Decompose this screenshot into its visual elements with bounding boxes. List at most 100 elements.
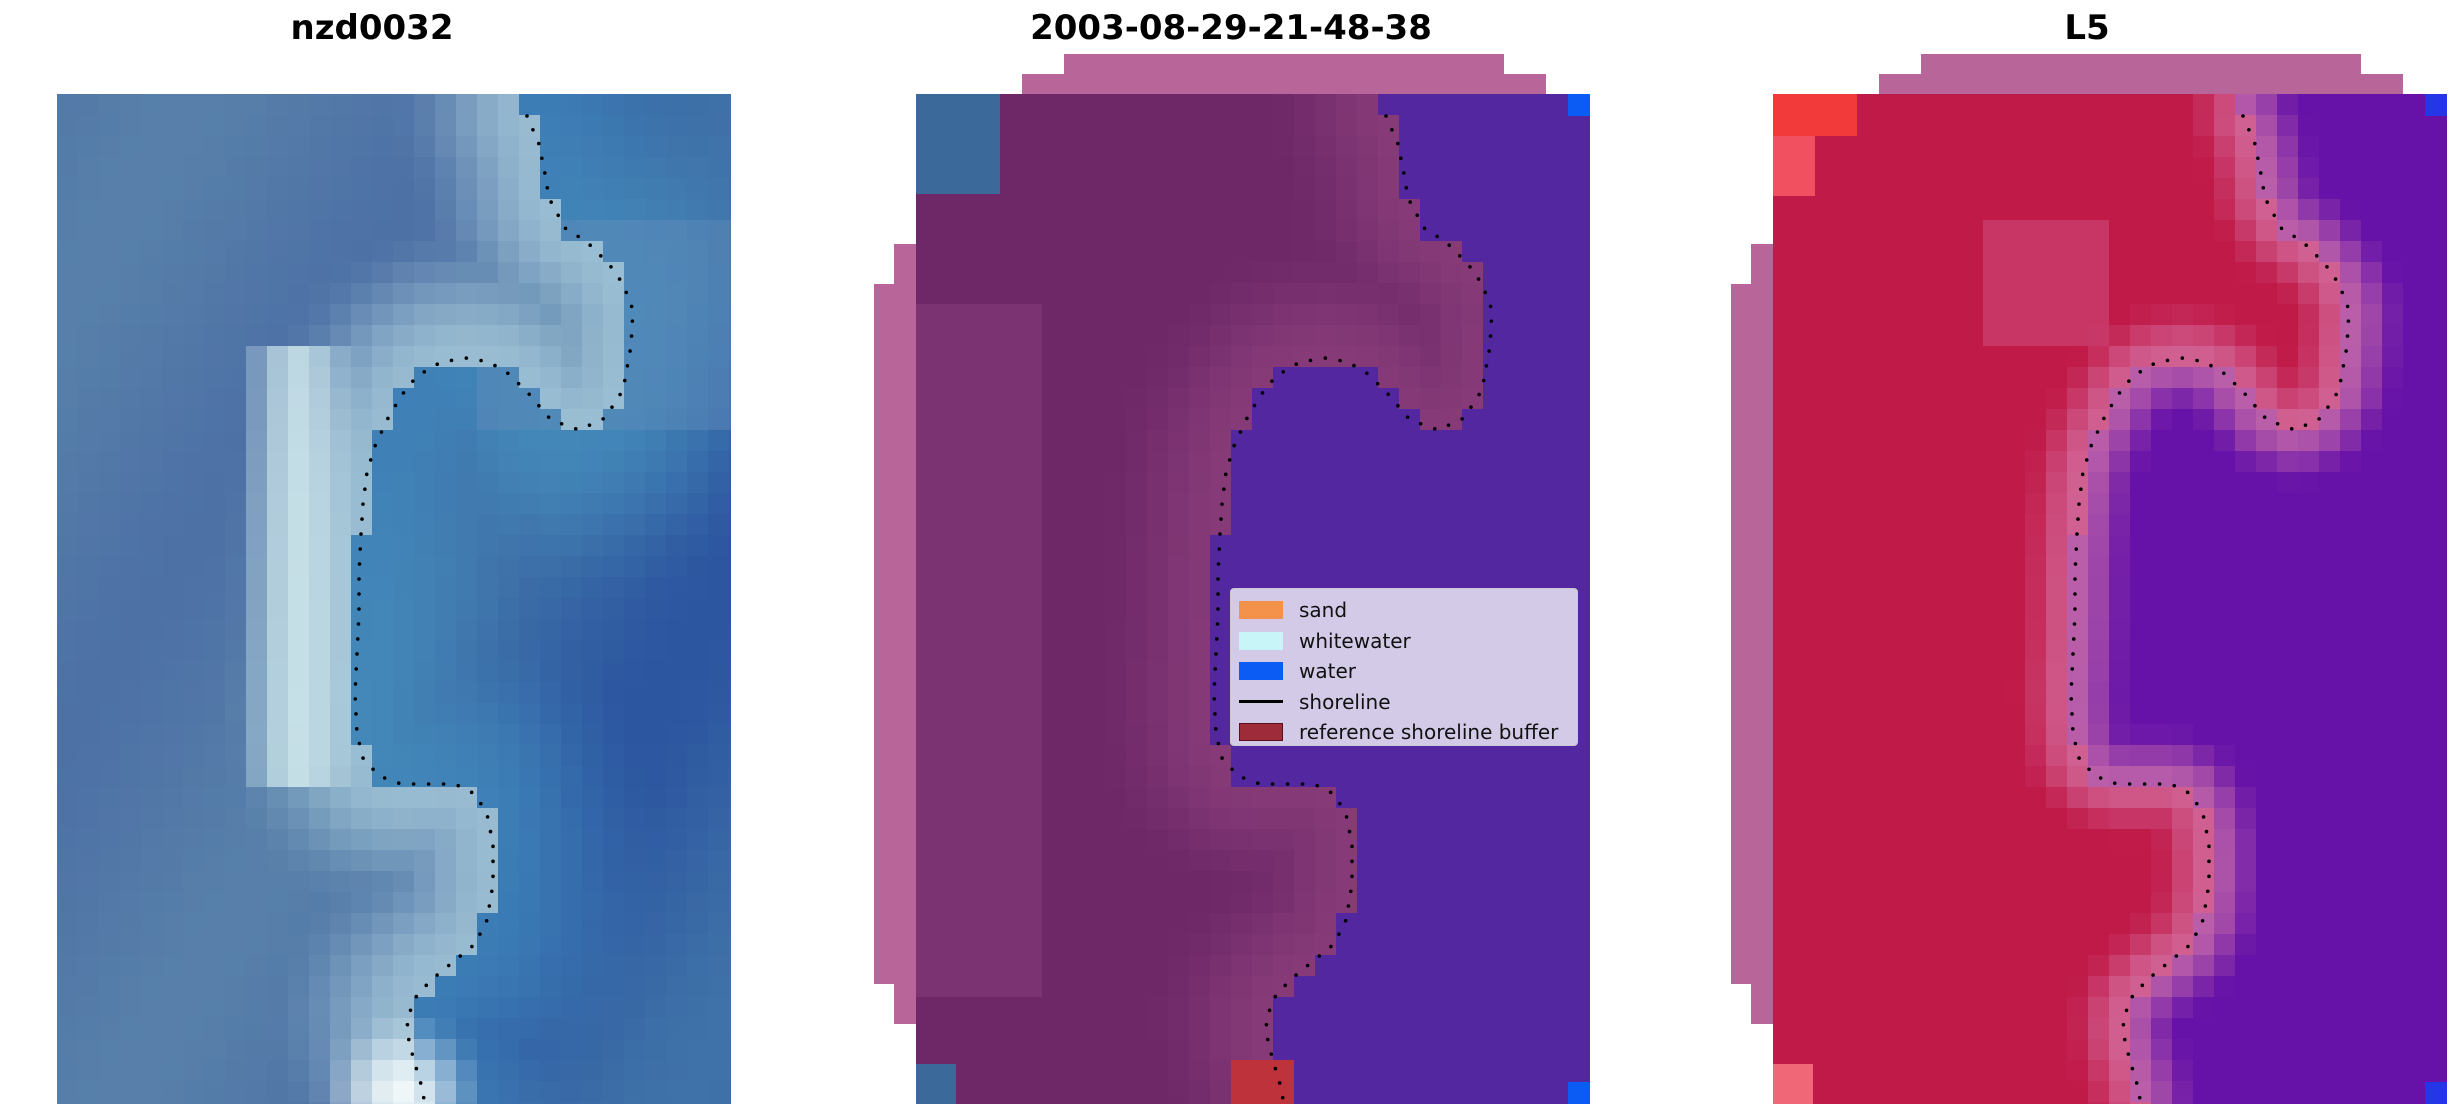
rgb-pixel bbox=[162, 388, 183, 409]
index-pixel bbox=[2235, 241, 2256, 262]
rgb-pixel bbox=[204, 787, 225, 808]
rgb-pixel bbox=[456, 388, 477, 409]
index-pixel bbox=[1962, 1060, 1983, 1081]
class-pixel bbox=[1336, 535, 1357, 556]
index-pixel bbox=[1983, 808, 2004, 829]
class-pixel bbox=[1399, 325, 1420, 346]
class-pixel bbox=[1336, 199, 1357, 220]
index-pixel bbox=[1857, 493, 1878, 514]
rgb-pixel bbox=[330, 871, 351, 892]
index-pixel bbox=[2130, 346, 2151, 367]
rgb-pixel bbox=[498, 976, 519, 997]
index-pixel bbox=[1941, 367, 1962, 388]
shoreline-dot bbox=[1267, 1008, 1272, 1013]
index-pixel bbox=[2172, 598, 2193, 619]
rgb-pixel bbox=[393, 451, 414, 472]
index-pixel bbox=[1962, 619, 1983, 640]
rgb-pixel bbox=[183, 829, 204, 850]
class-pixel bbox=[1252, 892, 1273, 913]
index-pixel bbox=[2298, 283, 2319, 304]
rgb-pixel bbox=[372, 157, 393, 178]
index-pixel bbox=[2319, 535, 2340, 556]
rgb-pixel bbox=[687, 304, 708, 325]
index-pixel bbox=[1962, 136, 1983, 157]
class-pixel bbox=[1147, 325, 1168, 346]
index-pixel bbox=[2193, 577, 2214, 598]
index-pixel bbox=[1857, 535, 1878, 556]
class-pixel bbox=[1378, 787, 1399, 808]
class-pixel bbox=[1378, 1018, 1399, 1039]
class-pixel bbox=[1000, 178, 1021, 199]
rgb-pixel bbox=[141, 682, 162, 703]
index-pixel bbox=[2277, 661, 2298, 682]
index-pixel bbox=[2046, 997, 2067, 1018]
class-pixel bbox=[1231, 1081, 1252, 1102]
class-pixel bbox=[1252, 745, 1273, 766]
index-pixel bbox=[2088, 787, 2109, 808]
class-pixel bbox=[1042, 514, 1063, 535]
class-pixel bbox=[1315, 913, 1336, 934]
index-pixel bbox=[2235, 367, 2256, 388]
class-pixel bbox=[1504, 388, 1525, 409]
rgb-pixel bbox=[141, 787, 162, 808]
class-pixel bbox=[1021, 514, 1042, 535]
rgb-pixel bbox=[561, 178, 582, 199]
index-pixel bbox=[2130, 178, 2151, 199]
index-pixel bbox=[2424, 493, 2445, 514]
class-pixel bbox=[937, 1039, 958, 1060]
shoreline-dot bbox=[426, 782, 431, 786]
class-pixel bbox=[1336, 136, 1357, 157]
index-pixel bbox=[2130, 199, 2151, 220]
index-pixel bbox=[2067, 199, 2088, 220]
class-pixel bbox=[1105, 1039, 1126, 1060]
rgb-pixel bbox=[708, 871, 729, 892]
index-pixel bbox=[2277, 157, 2298, 178]
rgb-pixel bbox=[582, 493, 603, 514]
rgb-pixel bbox=[120, 829, 141, 850]
class-pixel bbox=[1231, 745, 1252, 766]
rgb-pixel bbox=[708, 241, 729, 262]
rgb-pixel bbox=[78, 661, 99, 682]
class-pixel bbox=[1147, 661, 1168, 682]
index-pixel bbox=[2361, 682, 2382, 703]
index-pixel bbox=[2445, 367, 2447, 388]
index-pixel bbox=[2046, 304, 2067, 325]
rgb-pixel bbox=[141, 745, 162, 766]
shoreline-dot bbox=[1401, 171, 1406, 175]
class-pixel bbox=[1084, 913, 1105, 934]
index-pixel bbox=[2004, 703, 2025, 724]
class-pixel bbox=[1588, 346, 1590, 367]
rgb-pixel bbox=[708, 850, 729, 871]
rgb-pixel bbox=[57, 367, 78, 388]
rgb-pixel bbox=[561, 829, 582, 850]
rgb-pixel bbox=[162, 1081, 183, 1102]
index-pixel bbox=[1773, 913, 1794, 934]
class-pixel bbox=[1252, 199, 1273, 220]
shoreline-dot bbox=[556, 213, 561, 218]
rgb-pixel bbox=[309, 388, 330, 409]
rgb-pixel bbox=[561, 388, 582, 409]
index-pixel bbox=[1920, 136, 1941, 157]
index-pixel bbox=[2109, 766, 2130, 787]
rgb-pixel bbox=[99, 577, 120, 598]
rgb-pixel bbox=[603, 325, 624, 346]
rgb-pixel bbox=[687, 115, 708, 136]
class-pixel bbox=[1189, 409, 1210, 430]
index-pixel bbox=[2424, 913, 2445, 934]
class-pixel bbox=[1294, 766, 1315, 787]
rgb-pixel bbox=[288, 283, 309, 304]
index-pixel bbox=[1836, 619, 1857, 640]
rgb-pixel bbox=[267, 283, 288, 304]
rgb-pixel bbox=[99, 304, 120, 325]
class-pixel bbox=[979, 262, 1000, 283]
class-pixel bbox=[1378, 325, 1399, 346]
class-pixel bbox=[1504, 913, 1525, 934]
rgb-pixel bbox=[162, 451, 183, 472]
class-pixel bbox=[1546, 136, 1567, 157]
class-pixel bbox=[1357, 283, 1378, 304]
rgb-pixel bbox=[162, 598, 183, 619]
index-pixel bbox=[1857, 808, 1878, 829]
index-pixel bbox=[1983, 850, 2004, 871]
class-pixel bbox=[1378, 451, 1399, 472]
class-pixel bbox=[1063, 556, 1084, 577]
